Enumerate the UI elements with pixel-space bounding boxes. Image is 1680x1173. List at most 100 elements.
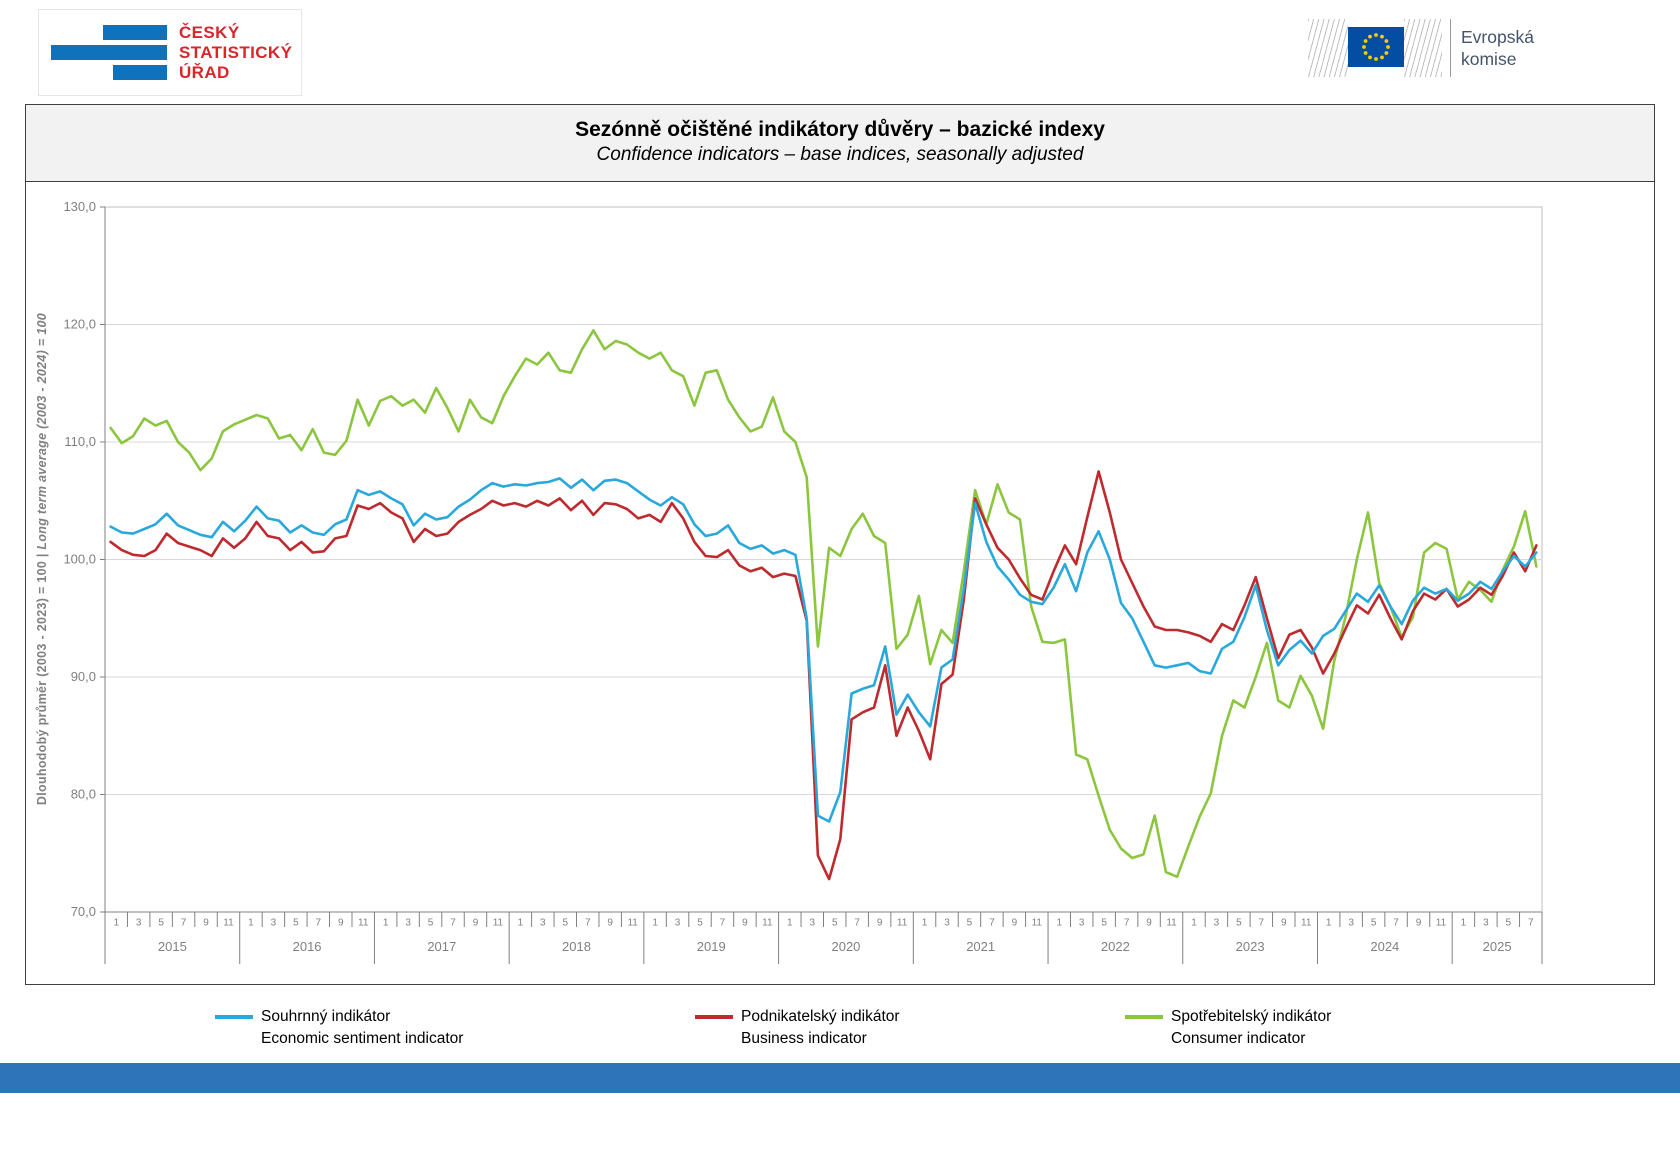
y-tick-label: 80,0	[71, 787, 96, 802]
month-label: 9	[203, 918, 209, 929]
csu-logo-bars-icon	[45, 25, 167, 80]
y-axis-title: Dlouhodobý průměr (2003 - 2023) = 100 | …	[26, 207, 58, 912]
month-label: 7	[854, 918, 860, 929]
month-label: 9	[1146, 918, 1152, 929]
csu-logo-line1: ČESKÝ	[179, 22, 240, 42]
month-label: 3	[271, 918, 277, 929]
month-label: 3	[944, 918, 950, 929]
month-label: 1	[922, 918, 928, 929]
year-label: 2016	[293, 939, 322, 954]
month-label: 5	[967, 918, 973, 929]
month-label: 9	[1416, 918, 1422, 929]
month-label: 7	[989, 918, 995, 929]
month-label: 1	[1056, 918, 1062, 929]
month-label: 1	[1461, 918, 1467, 929]
chart-title: Sezónně očištěné indikátory důvěry – baz…	[575, 118, 1105, 141]
month-label: 7	[1124, 918, 1130, 929]
month-label: 11	[1436, 918, 1447, 929]
y-tick-label: 90,0	[71, 669, 96, 684]
month-label: 11	[1301, 918, 1312, 929]
legend-label-cs: Spotřebitelský indikátor	[1171, 1008, 1332, 1025]
month-label: 11	[897, 918, 908, 929]
month-label: 9	[338, 918, 344, 929]
legend-label-cs: Podnikatelský indikátor	[741, 1008, 900, 1025]
legend-swatch-economic-sentiment	[215, 1015, 253, 1019]
month-label: 5	[1506, 918, 1512, 929]
eu-logo-line1: Evropská	[1461, 27, 1534, 47]
month-label: 3	[1483, 918, 1489, 929]
legend-label-cs: Souhrnný indikátor	[261, 1008, 391, 1025]
eu-flag-icon	[1348, 27, 1404, 67]
month-label: 7	[1393, 918, 1399, 929]
month-label: 5	[832, 918, 838, 929]
eu-logo-hatch-icon	[1404, 19, 1442, 77]
month-label: 3	[675, 918, 681, 929]
eu-logo-hatch-icon	[1308, 19, 1348, 77]
year-label: 2025	[1483, 939, 1512, 954]
chart-frame: Sezónně očištěné indikátory důvěry – baz…	[25, 104, 1655, 985]
month-label: 5	[158, 918, 164, 929]
chart-area: 70,0 80,0 90,0 100,0 110,0 120,0 130,0 1 3 5 7 9 11 2…	[26, 182, 1654, 984]
series-line-consumer-indicator	[109, 329, 1538, 879]
legend-swatch-consumer	[1125, 1015, 1163, 1019]
month-label: 7	[1259, 918, 1265, 929]
csu-logo-line3: ÚŘAD	[179, 62, 230, 82]
eu-flag-stars-icon	[1362, 33, 1390, 61]
month-label: 7	[720, 918, 726, 929]
year-label: 2015	[158, 939, 187, 954]
month-label: 1	[652, 918, 658, 929]
year-label: 2021	[966, 939, 995, 954]
y-tick-label: 100,0	[63, 552, 96, 567]
eu-logo-divider	[1450, 19, 1451, 77]
eu-commission-logo: Evropská komise	[1306, 10, 1556, 86]
month-label: 7	[585, 918, 591, 929]
y-tick-label: 110,0	[64, 434, 96, 449]
csu-logo-text: ČESKÝ STATISTICKÝ ÚŘAD	[179, 23, 292, 83]
month-label: 1	[518, 918, 524, 929]
month-label: 1	[248, 918, 254, 929]
month-label: 3	[405, 918, 411, 929]
series-line-economic-sentiment-indicator	[109, 477, 1538, 823]
month-label: 9	[1281, 918, 1287, 929]
month-label: 1	[1326, 918, 1332, 929]
legend: Souhrnný indikátor Economic sentiment in…	[0, 1002, 1680, 1060]
year-label: 2022	[1101, 939, 1130, 954]
chart-subtitle: Confidence indicators – base indices, se…	[596, 144, 1084, 165]
month-label: 7	[450, 918, 456, 929]
eu-logo-line2: komise	[1461, 49, 1517, 69]
month-label: 11	[627, 918, 638, 929]
csu-logo: ČESKÝ STATISTICKÝ ÚŘAD	[38, 9, 302, 96]
y-tick-label: 120,0	[63, 317, 96, 332]
legend-item-economic-sentiment: Souhrnný indikátor Economic sentiment in…	[215, 1006, 463, 1050]
series-line-business-indicator	[109, 470, 1538, 881]
month-label: 3	[809, 918, 815, 929]
month-label: 9	[742, 918, 748, 929]
month-label: 1	[1191, 918, 1197, 929]
month-label: 1	[113, 918, 119, 929]
month-label: 11	[493, 918, 504, 929]
month-label: 9	[1012, 918, 1018, 929]
y-tick-label: 130,0	[63, 199, 96, 214]
eu-logo-graphic	[1306, 13, 1444, 83]
month-label: 5	[1236, 918, 1242, 929]
month-label: 3	[540, 918, 546, 929]
month-label: 5	[697, 918, 703, 929]
month-label: 5	[428, 918, 434, 929]
month-label: 1	[787, 918, 793, 929]
month-label: 3	[1348, 918, 1354, 929]
month-label: 5	[1371, 918, 1377, 929]
legend-item-consumer: Spotřebitelský indikátor Consumer indica…	[1125, 1006, 1331, 1050]
year-label: 2020	[831, 939, 860, 954]
legend-swatch-business	[695, 1015, 733, 1019]
month-label: 11	[762, 918, 773, 929]
month-label: 5	[1101, 918, 1107, 929]
year-label: 2024	[1370, 939, 1399, 954]
month-label: 3	[1214, 918, 1220, 929]
month-label: 11	[1032, 918, 1043, 929]
y-axis-title-en: Long term average (2003 - 2024) = 100	[35, 313, 49, 551]
y-tick-label: 70,0	[71, 904, 96, 919]
title-band: Sezónně očištěné indikátory důvěry – baz…	[26, 105, 1654, 182]
month-label: 1	[383, 918, 389, 929]
csu-logo-bar	[103, 25, 167, 40]
